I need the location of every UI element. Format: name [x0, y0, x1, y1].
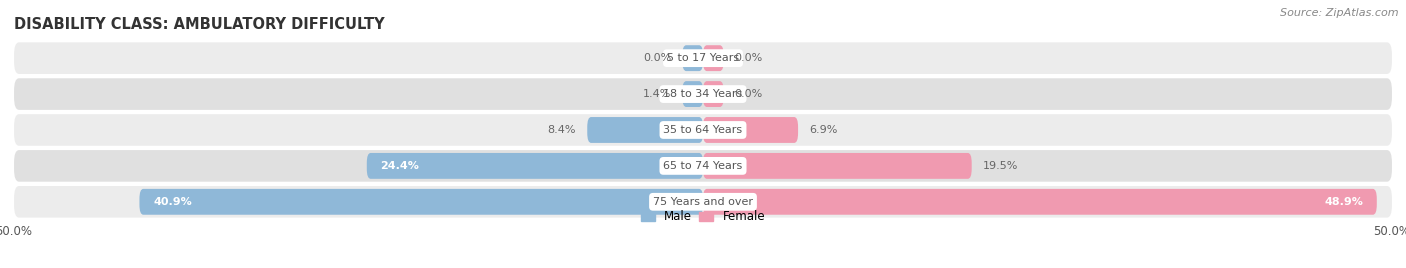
Text: 35 to 64 Years: 35 to 64 Years: [664, 125, 742, 135]
Text: 24.4%: 24.4%: [381, 161, 419, 171]
Text: 6.9%: 6.9%: [808, 125, 838, 135]
Text: DISABILITY CLASS: AMBULATORY DIFFICULTY: DISABILITY CLASS: AMBULATORY DIFFICULTY: [14, 17, 385, 32]
FancyBboxPatch shape: [682, 45, 703, 71]
FancyBboxPatch shape: [14, 42, 1392, 74]
FancyBboxPatch shape: [703, 189, 1376, 215]
Text: 19.5%: 19.5%: [983, 161, 1018, 171]
Text: 48.9%: 48.9%: [1324, 197, 1362, 207]
FancyBboxPatch shape: [588, 117, 703, 143]
FancyBboxPatch shape: [367, 153, 703, 179]
FancyBboxPatch shape: [682, 81, 703, 107]
FancyBboxPatch shape: [14, 78, 1392, 110]
Text: Source: ZipAtlas.com: Source: ZipAtlas.com: [1281, 8, 1399, 18]
Text: 1.4%: 1.4%: [643, 89, 671, 99]
FancyBboxPatch shape: [703, 117, 799, 143]
FancyBboxPatch shape: [703, 153, 972, 179]
Text: 0.0%: 0.0%: [643, 53, 671, 63]
FancyBboxPatch shape: [14, 186, 1392, 218]
FancyBboxPatch shape: [703, 45, 724, 71]
Text: 0.0%: 0.0%: [735, 53, 763, 63]
FancyBboxPatch shape: [703, 81, 724, 107]
Text: 0.0%: 0.0%: [735, 89, 763, 99]
Text: 5 to 17 Years: 5 to 17 Years: [666, 53, 740, 63]
Text: 18 to 34 Years: 18 to 34 Years: [664, 89, 742, 99]
FancyBboxPatch shape: [14, 114, 1392, 146]
FancyBboxPatch shape: [14, 150, 1392, 182]
FancyBboxPatch shape: [139, 189, 703, 215]
Text: 8.4%: 8.4%: [548, 125, 576, 135]
Text: 65 to 74 Years: 65 to 74 Years: [664, 161, 742, 171]
Text: 40.9%: 40.9%: [153, 197, 193, 207]
Legend: Male, Female: Male, Female: [636, 206, 770, 228]
Text: 75 Years and over: 75 Years and over: [652, 197, 754, 207]
